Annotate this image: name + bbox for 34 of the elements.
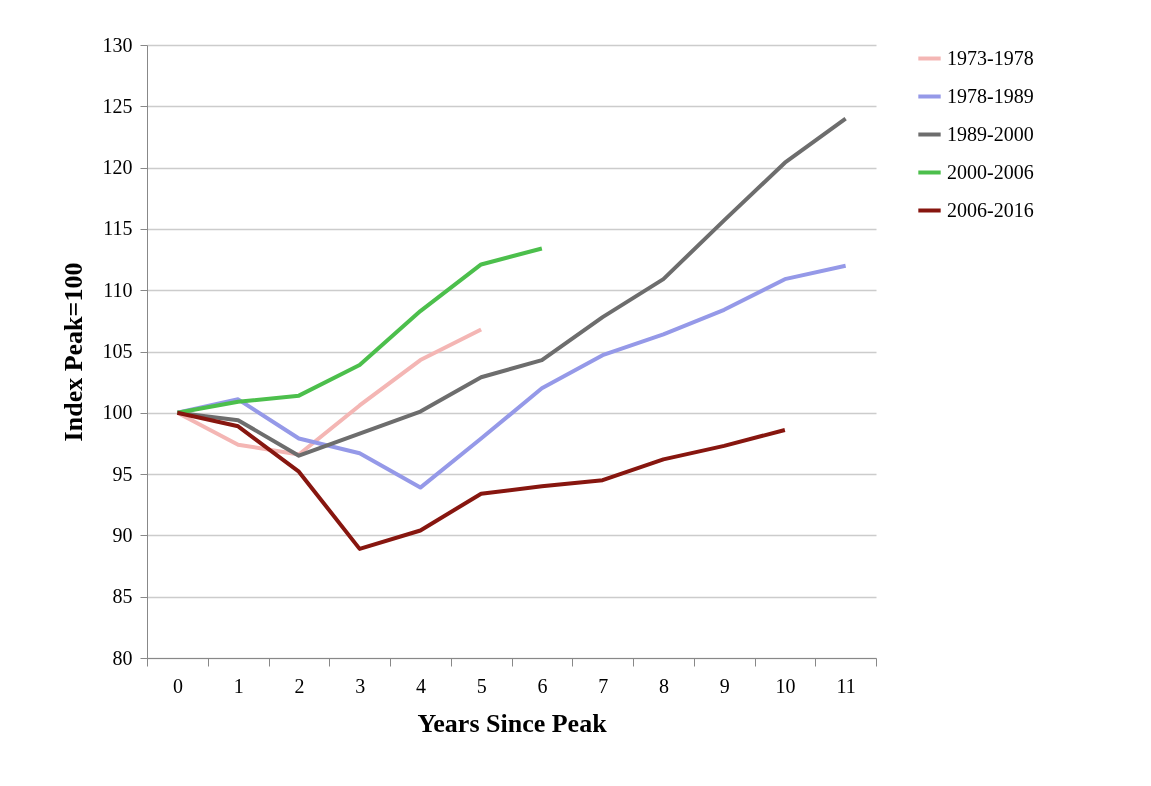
line-series [175,246,544,415]
line-series [175,263,848,490]
x-tick-label: 9 [719,674,730,697]
legend-label: 2006-2016 [947,198,1034,221]
line-series [175,327,484,457]
y-tick-label: 105 [102,340,133,362]
legend-label: 1989-2000 [947,122,1034,145]
legend-label: 1978-1989 [947,84,1034,107]
y-tick-label: 90 [112,523,133,546]
y-tick-label: 120 [102,156,133,179]
x-tick-label: 1 [233,674,244,697]
legend-label: 2000-2006 [947,160,1034,183]
y-tick-label: 85 [112,585,133,608]
x-tick-label: 2 [294,674,305,697]
y-tick-label: 95 [112,462,133,485]
x-tick-label: 8 [658,674,669,697]
y-tick-label: 100 [102,401,133,424]
x-axis-title: Years Since Peak [417,708,608,738]
y-tick-label: 110 [103,278,133,301]
x-tick-label: 0 [172,674,183,697]
x-tick-label: 11 [836,674,856,697]
x-tick-label: 6 [537,674,548,697]
x-tick-label: 10 [775,674,796,697]
y-tick-label: 130 [102,33,133,56]
y-tick-label: 115 [103,217,133,240]
x-tick-label: 7 [598,674,609,697]
y-tick-label: 125 [102,94,133,117]
x-tick-label: 3 [355,674,366,697]
x-tick-label: 5 [476,674,487,697]
line-series [175,410,787,551]
y-axis-title: Index Peak=100 [58,262,88,442]
x-tick-label: 4 [415,674,426,697]
legend-label: 1973-1978 [947,46,1034,69]
y-tick-label: 80 [112,646,133,669]
